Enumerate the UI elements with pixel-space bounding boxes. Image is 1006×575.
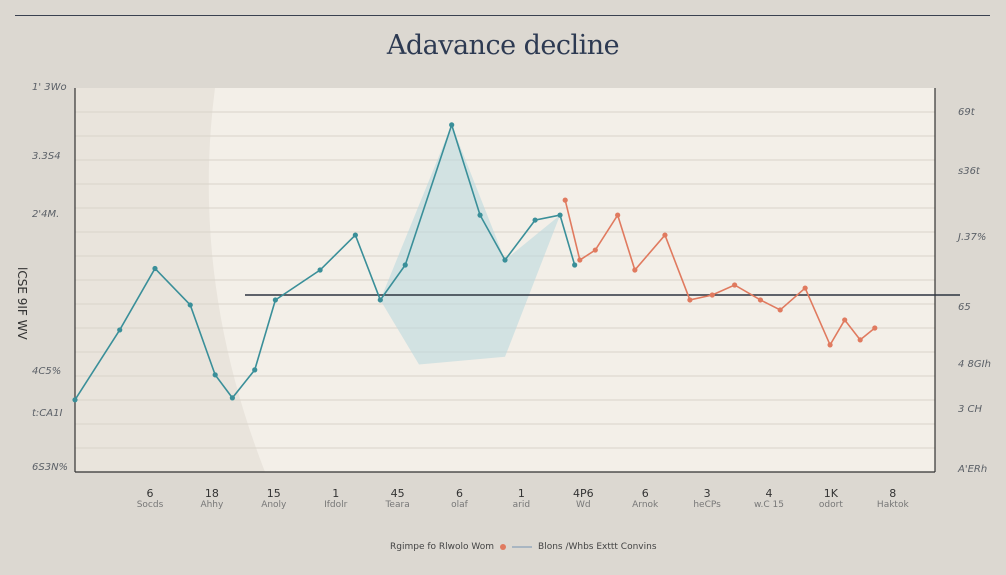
y-tick-left: 1' 3Wo [32, 82, 67, 93]
top-rule [15, 15, 990, 16]
x-tick-label: Ifdolr [324, 500, 348, 510]
x-tick-value: 18 [204, 487, 219, 500]
x-tick: 4P6 Wd [553, 487, 613, 510]
data-point [577, 257, 583, 263]
series-line-1 [74, 122, 576, 401]
chart-title: Adavance decline [386, 30, 620, 61]
y-tick-right: 65 [958, 302, 971, 313]
x-tick: 4 w.C 15 [739, 487, 799, 510]
data-point [757, 297, 764, 303]
data-point [857, 337, 863, 343]
legend-item-1: Rgimpe fo Rlwolo Wom [390, 542, 495, 552]
x-tick-value: 6 [146, 487, 154, 500]
y-tick-right: 3 CH [958, 404, 983, 415]
y-tick-left: 3.3S4 [32, 151, 61, 162]
data-point [229, 395, 235, 401]
data-point [532, 217, 538, 223]
data-point [572, 262, 578, 268]
data-point [632, 267, 638, 273]
data-point [377, 297, 383, 303]
x-tick-value: 6 [641, 487, 649, 500]
x-tick-value: 1 [332, 487, 340, 500]
x-tick-label: Wd [575, 500, 591, 510]
data-point [562, 197, 568, 203]
x-tick: 15 Anoly [244, 487, 304, 510]
legend: Rgimpe fo Rlwolo Wom Blons /Whbs Exttt C… [390, 542, 657, 552]
x-tick-label: odort [818, 500, 843, 510]
data-point [317, 267, 323, 273]
x-tick-label: Socds [136, 500, 164, 510]
legend-marker-orange [500, 544, 507, 550]
data-point [842, 317, 848, 323]
x-tick-label: Anoly [261, 500, 287, 510]
x-tick-label: heCPs [693, 500, 721, 510]
series-line-2 [564, 199, 876, 347]
y-tick-right: A'ERh [958, 464, 988, 475]
x-tick: 8 Haktok [863, 487, 923, 510]
data-point [449, 122, 455, 128]
y-tick-right: J.37% [958, 232, 987, 243]
x-tick-value: 4P6 [572, 487, 594, 500]
y-tick-right: 4 8GIh [958, 359, 991, 370]
y-tick-left: 2'4M. [32, 209, 60, 220]
data-point [687, 297, 693, 303]
data-point [272, 297, 278, 303]
legend-item-2: Blons /Whbs Exttt Convins [538, 542, 657, 552]
data-point [615, 212, 621, 218]
x-tick: 6 olaf [430, 487, 490, 510]
y-tick-left: 4C5% [32, 366, 62, 377]
data-point [557, 212, 563, 218]
data-point [152, 265, 158, 272]
data-point [592, 247, 598, 253]
x-tick: 1K odort [801, 487, 861, 510]
data-point [212, 372, 218, 378]
x-tick-label: arid [512, 500, 531, 510]
data-point [827, 342, 833, 348]
data-point [777, 307, 783, 313]
y-tick-right: s36t [958, 166, 980, 177]
x-tick-label: Haktok [876, 500, 909, 510]
legend-marker-line [512, 546, 533, 548]
x-tick-label: Arnok [632, 500, 659, 510]
x-tick: 1 arid [491, 487, 551, 510]
x-tick-value: 45 [390, 487, 405, 500]
x-tick-value: 15 [266, 487, 281, 500]
x-tick: 45 Teara [368, 487, 428, 510]
data-point [502, 257, 508, 263]
data-point [117, 327, 123, 333]
x-tick: 6 Socds [120, 487, 180, 510]
peak-area [380, 124, 561, 365]
x-tick-value: 6 [456, 487, 463, 500]
x-tick-value: 1 [517, 487, 525, 500]
x-tick-label: w.C 15 [754, 500, 784, 510]
x-tick: 3 heCPs [677, 487, 737, 510]
data-point [732, 282, 738, 288]
y-tick-left: t:CA1I [32, 408, 63, 419]
data-point [662, 232, 668, 238]
x-tick-label: olaf [451, 500, 468, 510]
x-tick-label: Ahhy [200, 500, 224, 510]
y-tick-left: 6S3N% [32, 462, 69, 473]
data-point [802, 285, 808, 291]
x-tick: 1 Ifdolr [306, 487, 366, 510]
x-tick-value: 4 [765, 487, 773, 500]
y-tick-right: 69t [958, 107, 975, 118]
data-point [402, 262, 408, 268]
data-point [252, 367, 258, 373]
x-tick-value: 3 [703, 487, 711, 500]
x-tick: 18 Ahhy [182, 487, 242, 510]
y-axis-label: lCSE 9IF WV [15, 267, 29, 340]
data-point [187, 302, 193, 308]
data-point [872, 325, 878, 331]
x-tick: 6 Arnok [615, 487, 675, 510]
data-point [72, 397, 78, 403]
data-point [709, 292, 715, 298]
x-tick-value: 8 [889, 487, 897, 500]
data-point [477, 212, 483, 218]
data-point [352, 232, 358, 238]
x-tick-label: Teara [385, 500, 410, 510]
x-tick-value: 1K [823, 487, 838, 500]
